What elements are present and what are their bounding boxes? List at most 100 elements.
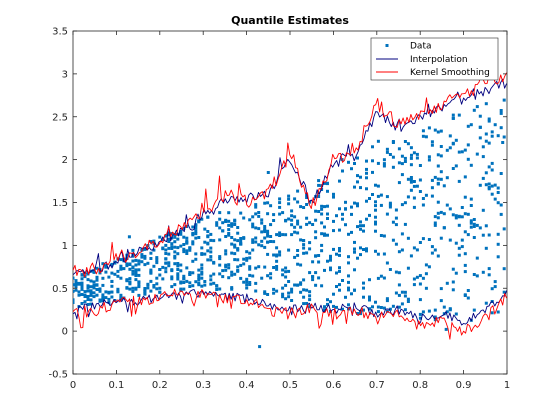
data-point — [362, 229, 365, 233]
legend-label-interpolation: Interpolation — [410, 55, 468, 65]
y-tick-label: 3 — [62, 69, 68, 80]
data-point — [332, 292, 335, 296]
data-point — [326, 212, 329, 216]
data-point — [206, 249, 210, 253]
data-point — [382, 158, 386, 162]
data-point — [385, 261, 389, 265]
data-point — [185, 252, 189, 255]
data-point — [320, 204, 324, 208]
data-point — [287, 269, 291, 273]
data-point — [400, 290, 404, 294]
data-point — [371, 305, 374, 309]
data-point — [206, 258, 210, 262]
data-point — [176, 252, 180, 256]
data-point — [299, 263, 303, 267]
data-point — [266, 234, 270, 238]
data-point — [185, 239, 189, 243]
data-point — [134, 268, 138, 272]
data-point — [394, 208, 398, 212]
data-point — [200, 252, 204, 256]
data-point — [80, 283, 84, 287]
data-point — [317, 183, 321, 187]
data-point — [215, 223, 219, 227]
data-point — [152, 284, 156, 287]
data-point — [365, 176, 368, 180]
data-point — [499, 126, 503, 130]
data-point — [233, 223, 237, 226]
data-point — [439, 145, 443, 148]
data-point — [242, 262, 246, 266]
data-point — [83, 295, 87, 298]
data-point — [131, 248, 135, 252]
data-point — [242, 280, 246, 284]
data-point — [439, 129, 443, 133]
data-point — [421, 197, 425, 200]
data-point — [254, 240, 258, 244]
data-point — [397, 250, 401, 254]
data-point — [332, 304, 335, 308]
y-tick-label: 3.5 — [52, 27, 68, 38]
data-point — [146, 286, 150, 290]
data-point — [397, 161, 401, 165]
data-point — [403, 156, 407, 160]
data-point — [73, 283, 75, 287]
data-point — [412, 196, 416, 200]
data-point — [379, 234, 383, 237]
data-point — [406, 300, 410, 303]
data-point — [173, 245, 177, 249]
data-point — [257, 265, 261, 269]
data-point — [308, 305, 312, 309]
data-point — [89, 298, 93, 302]
data-point — [239, 242, 243, 246]
data-point — [134, 278, 138, 282]
data-point — [487, 165, 491, 169]
data-point — [496, 191, 500, 194]
data-point — [158, 235, 162, 239]
data-point — [302, 246, 306, 250]
data-point — [341, 212, 344, 216]
data-point — [221, 229, 225, 233]
data-point — [227, 276, 231, 280]
data-point — [125, 264, 129, 268]
x-tick-label: 0.9 — [456, 380, 472, 391]
data-point — [176, 264, 180, 268]
data-point — [424, 286, 428, 290]
data-point — [353, 288, 356, 292]
data-point — [290, 209, 294, 213]
data-point — [200, 263, 204, 267]
data-point — [326, 204, 329, 208]
data-point — [167, 264, 171, 268]
data-point — [385, 297, 389, 301]
data-point — [454, 216, 458, 220]
data-point — [200, 284, 204, 288]
data-point — [227, 223, 231, 227]
data-point — [182, 287, 186, 291]
data-point — [388, 268, 392, 271]
data-point — [418, 312, 422, 316]
data-point — [164, 243, 168, 247]
data-point — [128, 277, 132, 281]
x-tick-label: 0.5 — [282, 380, 298, 391]
data-point — [391, 238, 395, 242]
data-point — [260, 230, 264, 234]
data-point — [326, 259, 329, 263]
data-point — [421, 134, 425, 138]
data-point — [230, 236, 234, 239]
data-point — [409, 180, 413, 184]
data-point — [155, 282, 159, 286]
data-point — [143, 256, 147, 260]
data-point — [119, 276, 123, 280]
data-point — [368, 307, 371, 311]
data-point — [194, 232, 198, 236]
data-point — [365, 199, 368, 203]
data-point — [221, 275, 225, 279]
data-point — [230, 224, 234, 228]
data-point — [284, 297, 288, 301]
data-point — [388, 307, 392, 311]
data-point — [242, 257, 246, 261]
x-tick-label: 0.6 — [325, 380, 341, 391]
data-point — [302, 239, 306, 242]
data-point — [332, 195, 335, 199]
data-point — [436, 182, 440, 186]
data-point — [173, 235, 177, 239]
